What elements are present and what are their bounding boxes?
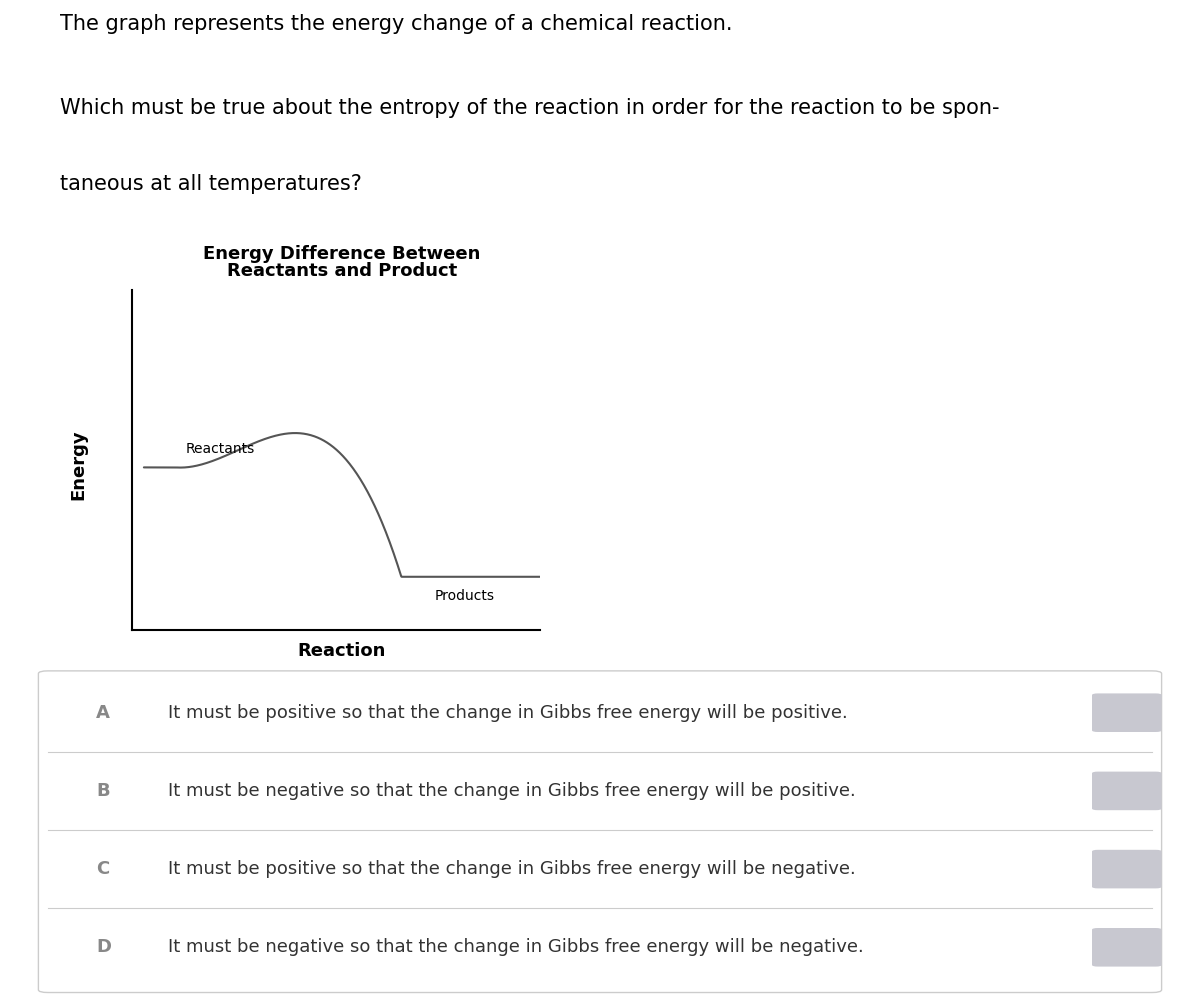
Text: Reactants and Product: Reactants and Product xyxy=(227,262,457,280)
FancyBboxPatch shape xyxy=(1092,850,1162,888)
Text: It must be positive so that the change in Gibbs free energy will be negative.: It must be positive so that the change i… xyxy=(168,860,856,878)
Text: It must be positive so that the change in Gibbs free energy will be positive.: It must be positive so that the change i… xyxy=(168,704,847,722)
Text: The graph represents the energy change of a chemical reaction.: The graph represents the energy change o… xyxy=(60,14,732,34)
Text: Reaction: Reaction xyxy=(298,642,386,660)
FancyBboxPatch shape xyxy=(1092,772,1162,810)
FancyBboxPatch shape xyxy=(38,671,1162,993)
Text: It must be negative so that the change in Gibbs free energy will be negative.: It must be negative so that the change i… xyxy=(168,938,864,956)
Text: C: C xyxy=(96,860,109,878)
Text: B: B xyxy=(96,782,109,800)
Text: It must be negative so that the change in Gibbs free energy will be positive.: It must be negative so that the change i… xyxy=(168,782,856,800)
Text: Which must be true about the entropy of the reaction in order for the reaction t: Which must be true about the entropy of … xyxy=(60,98,1000,118)
Text: taneous at all temperatures?: taneous at all temperatures? xyxy=(60,174,362,194)
FancyBboxPatch shape xyxy=(1092,928,1162,967)
Text: D: D xyxy=(96,938,112,956)
Text: A: A xyxy=(96,704,110,722)
Text: Energy Difference Between: Energy Difference Between xyxy=(203,245,481,263)
Text: Reactants: Reactants xyxy=(186,442,254,456)
Text: Products: Products xyxy=(434,589,494,603)
FancyBboxPatch shape xyxy=(1092,693,1162,732)
Text: Energy: Energy xyxy=(70,430,88,500)
